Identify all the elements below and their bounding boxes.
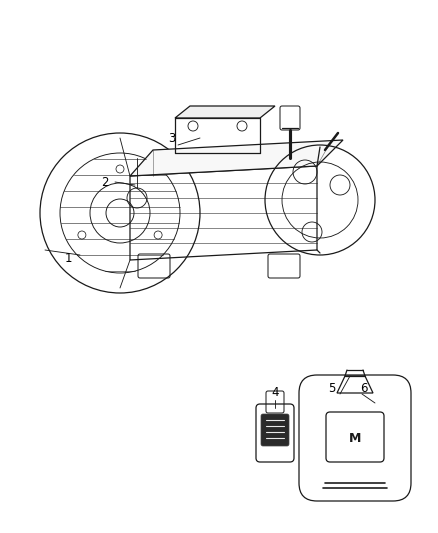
Text: 6: 6 xyxy=(360,382,368,394)
Text: M: M xyxy=(349,432,361,445)
Text: 4: 4 xyxy=(271,386,279,400)
Text: 3: 3 xyxy=(168,132,176,144)
Polygon shape xyxy=(130,140,343,176)
Text: 2: 2 xyxy=(101,175,109,189)
Text: 5: 5 xyxy=(328,382,336,394)
Text: 1: 1 xyxy=(64,252,72,264)
Polygon shape xyxy=(175,106,275,118)
FancyBboxPatch shape xyxy=(261,414,289,446)
